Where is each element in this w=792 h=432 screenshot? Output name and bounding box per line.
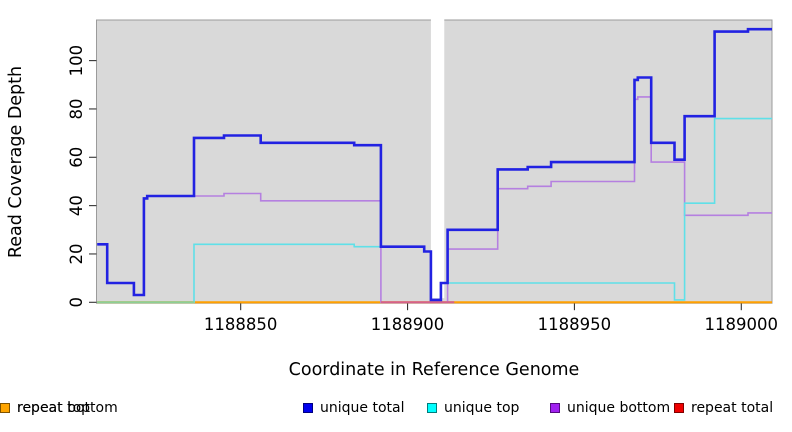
legend-item: unique total xyxy=(303,400,404,416)
x-axis-title: Coordinate in Reference Genome xyxy=(288,360,580,380)
legend-item: repeat total xyxy=(674,400,773,416)
legend-item: repeat bottom xyxy=(0,400,118,416)
legend-item: unique bottom xyxy=(550,400,670,416)
x-tick-label: 1188900 xyxy=(371,315,445,334)
legend-swatch xyxy=(674,403,684,413)
y-tick-label: 0 xyxy=(67,297,86,308)
x-tick-label: 1188950 xyxy=(538,315,612,334)
y-tick-label: 60 xyxy=(67,147,86,168)
legend-item: unique top xyxy=(427,400,519,416)
legend-swatch xyxy=(0,403,10,413)
legend-label: unique top xyxy=(444,400,520,416)
y-axis-title: Read Coverage Depth xyxy=(6,65,26,259)
y-tick-label: 20 xyxy=(67,243,86,264)
masked-region xyxy=(430,18,445,299)
legend-label: repeat top xyxy=(17,400,91,416)
y-tick-label: 40 xyxy=(67,195,86,216)
legend-swatch xyxy=(303,403,313,413)
legend-swatch xyxy=(550,403,560,413)
legend-swatch xyxy=(427,403,437,413)
legend-label: unique bottom xyxy=(567,400,671,416)
y-tick-label: 100 xyxy=(67,45,86,77)
y-tick-label: 80 xyxy=(67,98,86,119)
legend-label: repeat bottom xyxy=(17,400,118,416)
legend-label: unique total xyxy=(320,400,405,416)
series-unique-total xyxy=(97,27,772,302)
x-tick-label: 1188850 xyxy=(204,315,278,334)
legend-label: repeat total xyxy=(691,400,774,416)
x-tick-label: 1189000 xyxy=(705,315,779,334)
